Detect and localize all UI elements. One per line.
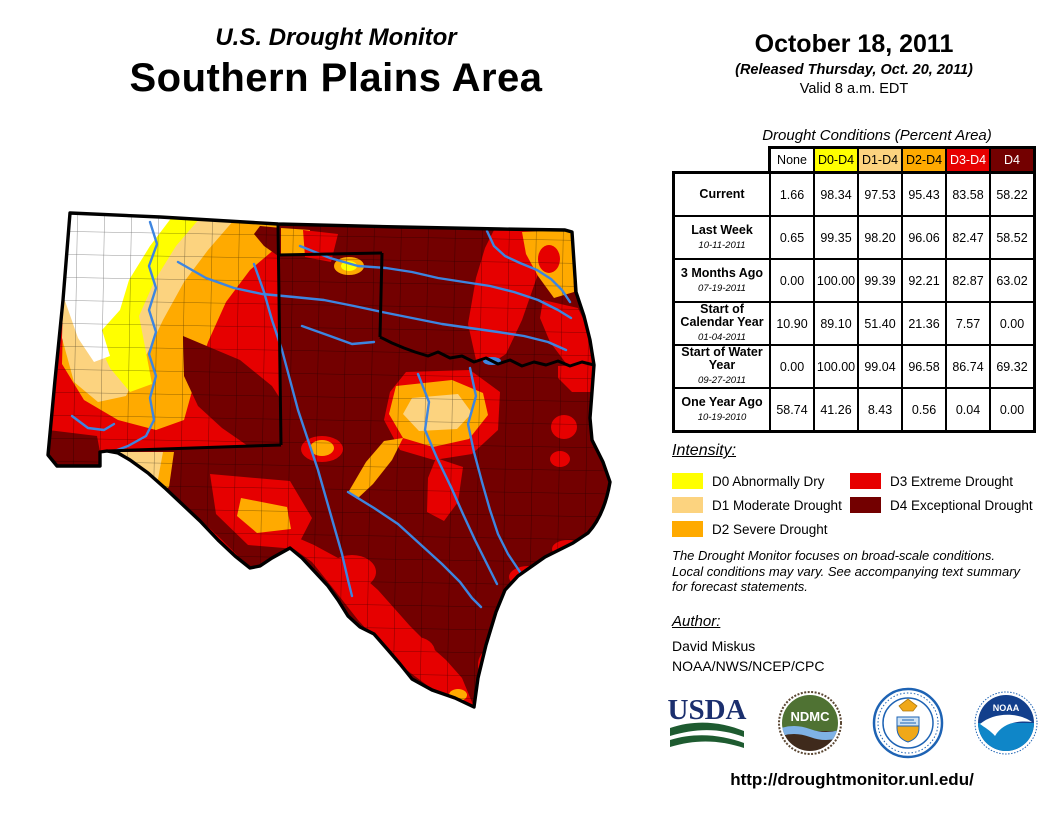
- author-org: NOAA/NWS/NCEP/CPC: [672, 658, 825, 674]
- svg-text:NOAA: NOAA: [993, 703, 1020, 713]
- table-header-row: None D0-D4 D1-D4 D2-D4 D3-D4 D4: [768, 146, 1036, 174]
- drought-monitor-url: http://droughtmonitor.unl.edu/: [730, 770, 974, 789]
- drought-shading: [48, 213, 610, 707]
- table-cell: 58.22: [990, 173, 1034, 216]
- legend-item-d3: D3 Extreme Drought: [850, 469, 1040, 493]
- table-cell: 100.00: [814, 345, 858, 388]
- table-cell: 21.36: [902, 302, 946, 345]
- col-header-d1d4: D1-D4: [858, 148, 902, 172]
- table-cell: 92.21: [902, 259, 946, 302]
- ndmc-logo: NDMC: [778, 690, 842, 760]
- usda-logo: USDA: [666, 692, 748, 759]
- table-cell: 51.40: [858, 302, 902, 345]
- map-date: October 18, 2011: [754, 30, 954, 58]
- released-date: (Released Thursday, Oct. 20, 2011): [735, 62, 973, 78]
- d2-swatch: [672, 521, 703, 537]
- table-cell: 98.20: [858, 216, 902, 259]
- date-block: October 18, 2011 (Released Thursday, Oct…: [672, 30, 1036, 97]
- table-cell: 96.58: [902, 345, 946, 388]
- table-cell: 0.00: [770, 259, 814, 302]
- col-header-d4: D4: [990, 148, 1034, 172]
- logo-row: USDA NDMC: [666, 686, 1038, 764]
- row-label: 3 Months Ago 07-19-2011: [674, 259, 770, 302]
- author-heading: Author:: [672, 613, 721, 630]
- table-cell: 100.00: [814, 259, 858, 302]
- row-label: Current: [674, 173, 770, 216]
- col-header-none: None: [770, 148, 814, 172]
- table-cell: 99.39: [858, 259, 902, 302]
- legend-title: Intensity:: [672, 442, 737, 459]
- d0-swatch: [672, 473, 703, 489]
- table-cell: 83.58: [946, 173, 990, 216]
- svg-text:NDMC: NDMC: [791, 709, 831, 724]
- table-cell: 82.47: [946, 216, 990, 259]
- commerce-seal-logo: [872, 687, 944, 764]
- author-block: Author: David Miskus NOAA/NWS/NCEP/CPC: [672, 613, 824, 674]
- table-cell: 0.56: [902, 388, 946, 431]
- row-label: Last Week 10-11-2011: [674, 216, 770, 259]
- d3-swatch: [850, 473, 881, 489]
- table-cell: 99.35: [814, 216, 858, 259]
- table-cell: 0.00: [990, 302, 1034, 345]
- row-label: Start of Water Year 09-27-2011: [674, 345, 770, 388]
- drought-table: Current 1.66 98.34 97.53 95.43 83.58 58.…: [672, 171, 1036, 433]
- row-label: One Year Ago 10-19-2010: [674, 388, 770, 431]
- table-cell: 69.32: [990, 345, 1034, 388]
- title-block: U.S. Drought Monitor Southern Plains Are…: [30, 24, 642, 101]
- county-lines: [48, 213, 610, 707]
- legend-item-d1: D1 Moderate Drought: [672, 493, 850, 517]
- page-title-large: Southern Plains Area: [129, 56, 543, 100]
- noaa-logo: NOAA: [974, 691, 1038, 760]
- legend-item-d0: D0 Abnormally Dry: [672, 469, 850, 493]
- legend-grid: D0 Abnormally Dry D3 Extreme Drought D1 …: [672, 469, 1052, 541]
- disclaimer-text: The Drought Monitor focuses on broad-sca…: [672, 548, 1021, 594]
- table-cell: 1.66: [770, 173, 814, 216]
- table-cell: 0.00: [990, 388, 1034, 431]
- row-label: Start of Calendar Year 01-04-2011: [674, 302, 770, 345]
- table-title: Drought Conditions (Percent Area): [762, 127, 992, 144]
- table-cell: 0.04: [946, 388, 990, 431]
- table-cell: 41.26: [814, 388, 858, 431]
- table-cell: 98.34: [814, 173, 858, 216]
- intensity-legend: Intensity: D0 Abnormally Dry D3 Extreme …: [672, 442, 1052, 541]
- table-cell: 7.57: [946, 302, 990, 345]
- table-cell: 58.74: [770, 388, 814, 431]
- table-cell: 63.02: [990, 259, 1034, 302]
- table-cell: 96.06: [902, 216, 946, 259]
- col-header-d2d4: D2-D4: [902, 148, 946, 172]
- legend-item-d2: D2 Severe Drought: [672, 517, 850, 541]
- table-cell: 95.43: [902, 173, 946, 216]
- d4-swatch: [850, 497, 881, 513]
- valid-time: Valid 8 a.m. EDT: [799, 81, 909, 97]
- table-cell: 0.00: [770, 345, 814, 388]
- table-cell: 0.65: [770, 216, 814, 259]
- state-borders: [106, 223, 595, 453]
- d1-swatch: [672, 497, 703, 513]
- author-name: David Miskus: [672, 638, 756, 654]
- table-cell: 8.43: [858, 388, 902, 431]
- col-header-d0d4: D0-D4: [814, 148, 858, 172]
- table-cell: 99.04: [858, 345, 902, 388]
- legend-item-d4: D4 Exceptional Drought: [850, 493, 1040, 517]
- table-cell: 89.10: [814, 302, 858, 345]
- table-cell: 82.87: [946, 259, 990, 302]
- table-cell: 86.74: [946, 345, 990, 388]
- table-cell: 10.90: [770, 302, 814, 345]
- page-title-small: U.S. Drought Monitor: [215, 24, 457, 51]
- col-header-d3d4: D3-D4: [946, 148, 990, 172]
- svg-text:USDA: USDA: [668, 694, 747, 726]
- table-cell: 58.52: [990, 216, 1034, 259]
- region-outline: [46, 211, 612, 709]
- table-cell: 97.53: [858, 173, 902, 216]
